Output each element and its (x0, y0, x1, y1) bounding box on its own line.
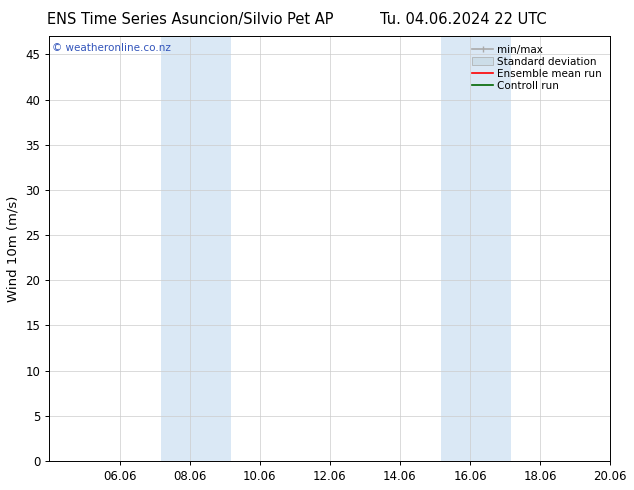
Bar (160, 36, 231, 461)
Bar (441, 36, 511, 461)
Text: ENS Time Series Asuncion/Silvio Pet AP: ENS Time Series Asuncion/Silvio Pet AP (47, 12, 333, 27)
Text: Tu. 04.06.2024 22 UTC: Tu. 04.06.2024 22 UTC (380, 12, 546, 27)
Legend: min/max, Standard deviation, Ensemble mean run, Controll run: min/max, Standard deviation, Ensemble me… (469, 42, 605, 94)
Text: © weatheronline.co.nz: © weatheronline.co.nz (52, 43, 171, 53)
Y-axis label: Wind 10m (m/s): Wind 10m (m/s) (7, 196, 20, 302)
